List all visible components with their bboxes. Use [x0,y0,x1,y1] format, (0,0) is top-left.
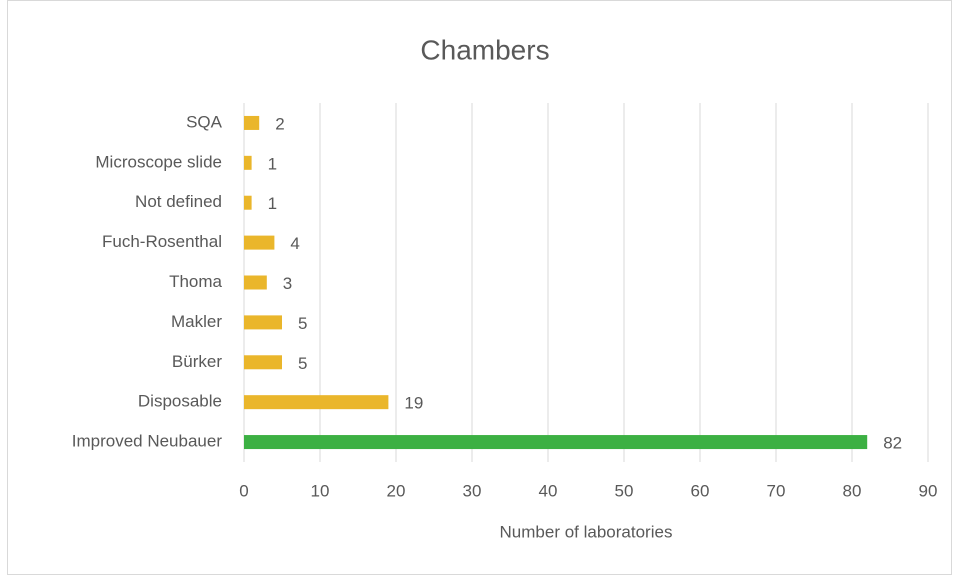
x-tick-label: 0 [239,481,248,500]
data-label: 3 [283,274,292,293]
y-tick-label: Microscope slide [95,152,222,171]
bar [244,395,389,410]
y-tick-label: Makler [171,312,222,331]
y-tick-label: Improved Neubauer [72,432,223,451]
y-tick-label: Bürker [172,352,222,371]
chart-border [7,0,952,575]
y-tick-label: Disposable [138,392,222,411]
bar [244,355,282,370]
data-label: 1 [268,194,277,213]
x-tick-label: 10 [311,481,330,500]
x-tick-label: 60 [691,481,710,500]
x-tick-label: 20 [387,481,406,500]
data-label: 4 [290,234,299,253]
data-label: 1 [268,154,277,173]
y-tick-label: Fuch-Rosenthal [102,232,222,251]
bar [244,315,282,330]
chart-title: Chambers [420,34,549,65]
x-tick-label: 90 [919,481,938,500]
data-label: 5 [298,354,307,373]
x-axis-label: Number of laboratories [500,522,673,541]
x-tick-label: 70 [767,481,786,500]
bar [244,235,275,250]
bar [244,435,868,450]
bar [244,275,267,290]
x-tick-label: 80 [843,481,862,500]
x-tick-label: 40 [539,481,558,500]
data-label: 82 [883,434,902,453]
bar [244,195,252,210]
data-label: 2 [275,114,284,133]
x-tick-label: 30 [463,481,482,500]
data-label: 5 [298,314,307,333]
x-tick-label: 50 [615,481,634,500]
data-label: 19 [404,394,423,413]
y-tick-label: Thoma [169,272,222,291]
y-tick-label: SQA [186,112,223,131]
bar [244,155,252,170]
y-tick-label: Not defined [135,192,222,211]
bar [244,115,260,130]
